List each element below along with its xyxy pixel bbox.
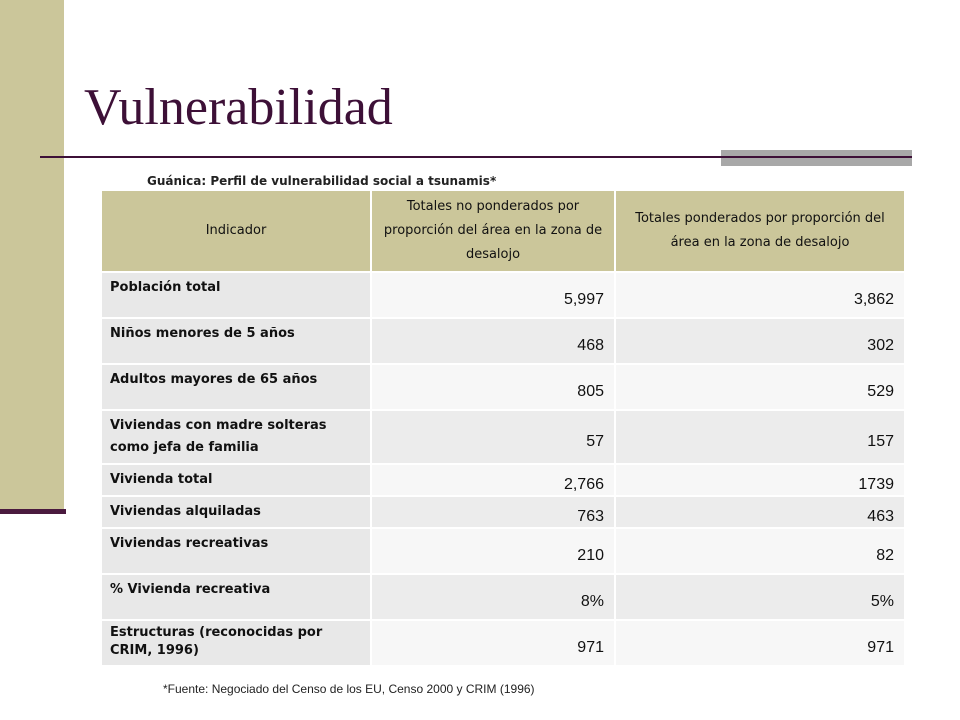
table-row: % Vivienda recreativa 8% 5% [102,574,904,621]
row-indicator: Vivienda total [102,464,372,497]
row-indicator: Niños menores de 5 años [102,318,372,365]
table-row: Estructuras (reconocidas por CRIM, 1996)… [102,620,904,667]
row-weighted-value: 529 [615,364,904,411]
row-unweighted-value: 805 [371,364,616,411]
row-indicator: Adultos mayores de 65 años [102,364,372,411]
title-divider-accent [721,150,912,166]
source-footnote: *Fuente: Negociado del Censo de los EU, … [163,682,535,696]
row-weighted-value: 463 [615,496,904,529]
row-indicator: Población total [102,272,372,319]
slide-title: Vulnerabilidad [84,79,393,136]
table-row: Adultos mayores de 65 años 805 529 [102,364,904,411]
table-row: Viviendas con madre solteras como jefa d… [102,410,904,465]
column-header-unweighted: Totales no ponderados por proporción del… [371,191,616,273]
row-indicator: Viviendas recreativas [102,528,372,575]
table-row: Niños menores de 5 años 468 302 [102,318,904,365]
row-weighted-value: 5% [615,574,904,621]
vulnerability-table: Indicador Totales no ponderados por prop… [102,191,904,667]
row-weighted-value: 971 [615,620,904,667]
row-indicator: Viviendas alquiladas [102,496,372,529]
row-unweighted-value: 763 [371,496,616,529]
row-weighted-value: 157 [615,410,904,465]
row-indicator: % Vivienda recreativa [102,574,372,621]
row-indicator: Viviendas con madre solteras como jefa d… [102,410,372,465]
table-row: Viviendas alquiladas 763 463 [102,496,904,529]
row-unweighted-value: 971 [371,620,616,667]
table-header-row: Indicador Totales no ponderados por prop… [102,191,904,273]
column-header-weighted: Totales ponderados por proporción del ár… [615,191,904,273]
row-weighted-value: 1739 [615,464,904,497]
sidebar-accent-line [0,509,66,514]
title-divider-line [40,156,912,158]
table-row: Vivienda total 2,766 1739 [102,464,904,497]
row-weighted-value: 302 [615,318,904,365]
table-caption: Guánica: Perfil de vulnerabilidad social… [147,174,497,188]
table-row: Viviendas recreativas 210 82 [102,528,904,575]
row-weighted-value: 82 [615,528,904,575]
table-row: Población total 5,997 3,862 [102,272,904,319]
row-unweighted-value: 5,997 [371,272,616,319]
row-unweighted-value: 468 [371,318,616,365]
row-indicator: Estructuras (reconocidas por CRIM, 1996) [102,620,372,667]
sidebar-accent-band [0,0,64,512]
row-unweighted-value: 210 [371,528,616,575]
row-unweighted-value: 2,766 [371,464,616,497]
row-unweighted-value: 57 [371,410,616,465]
row-unweighted-value: 8% [371,574,616,621]
row-weighted-value: 3,862 [615,272,904,319]
column-header-indicator: Indicador [102,191,372,273]
